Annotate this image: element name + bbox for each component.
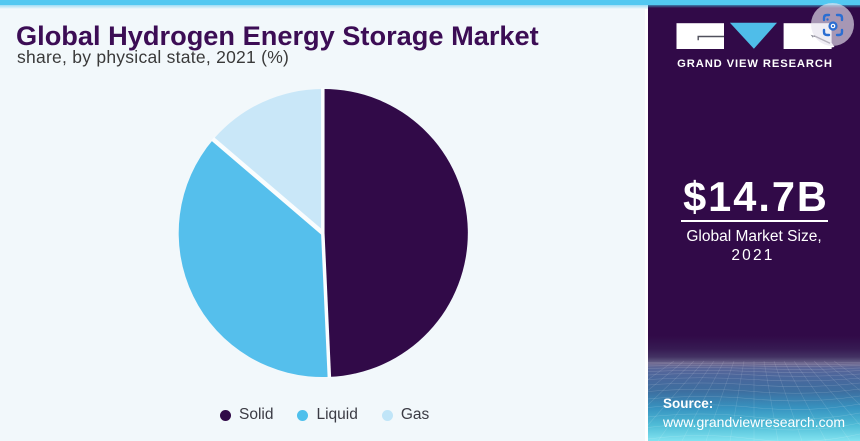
svg-text:GRAND VIEW RESEARCH: GRAND VIEW RESEARCH bbox=[677, 58, 833, 70]
